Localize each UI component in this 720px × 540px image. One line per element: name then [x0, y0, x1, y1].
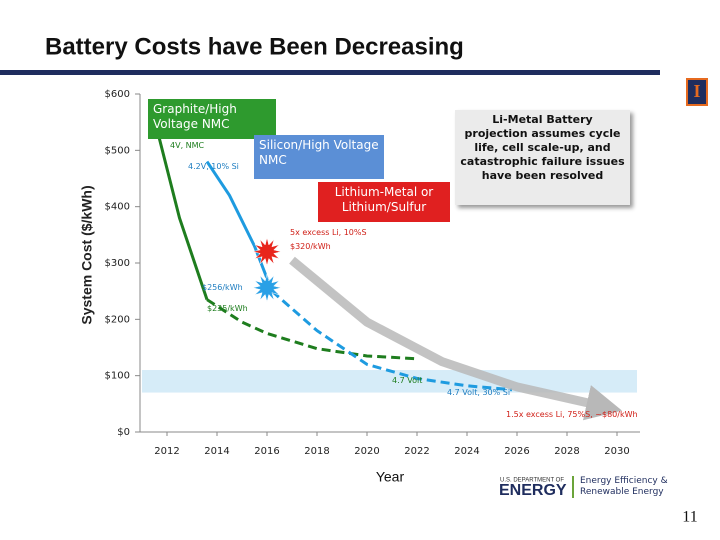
x-tick-label: 2024 — [454, 446, 479, 457]
university-logo-letter: I — [693, 81, 700, 101]
y-tick-label: $600 — [105, 89, 130, 100]
logo-office: Energy Efficiency & Renewable Energy — [580, 476, 668, 497]
annotation: $235/kWh — [207, 304, 248, 313]
y-axis-label: System Cost ($/kWh) — [79, 185, 95, 324]
energy-logo: U.S. DEPARTMENT OF ENERGY — [499, 476, 574, 499]
page-number: 11 — [682, 509, 697, 526]
annotation: 4V, NMC — [170, 141, 205, 150]
annotation: 5x excess Li, 10%S — [290, 228, 367, 237]
x-tick-label: 2028 — [554, 446, 579, 457]
cost-line — [206, 298, 418, 361]
x-tick-label: 2020 — [354, 446, 379, 457]
x-tick-label: 2026 — [504, 446, 529, 457]
cost-line — [271, 290, 513, 392]
y-tick-label: $200 — [105, 314, 130, 325]
annotation: $256/kWh — [202, 283, 243, 292]
y-tick-label: $400 — [105, 202, 130, 213]
x-tick-label: 2018 — [304, 446, 329, 457]
logo-name: ENERGY — [499, 482, 567, 499]
target-band — [142, 370, 637, 393]
series-callout: Silicon/High Voltage NMC — [254, 135, 384, 179]
slide-title: Battery Costs have Been Decreasing — [45, 33, 464, 60]
x-tick-label: 2014 — [204, 446, 229, 457]
annotation: 1.5x excess Li, 75%S, ~$80/kWh — [506, 410, 638, 419]
annotation: 4.7 Volt, 30% Si — [447, 388, 511, 397]
x-axis-label: Year — [376, 469, 405, 485]
x-tick-label: 2030 — [604, 446, 629, 457]
sunburst-marker — [252, 237, 282, 266]
cost-line — [205, 160, 274, 292]
y-tick-label: $0 — [117, 427, 130, 438]
title-rule — [0, 70, 660, 75]
projection-arrow — [289, 256, 623, 421]
cost-line — [153, 118, 209, 301]
sunburst-marker — [252, 273, 282, 302]
annotation: 4.7 Volt — [392, 376, 423, 385]
annotation: $320/kWh — [290, 242, 331, 251]
series-callout: Li-Metal Battery projection assumes cycl… — [455, 110, 630, 205]
x-tick-label: 2022 — [404, 446, 429, 457]
logo-divider — [572, 476, 574, 498]
annotation: 4.2V, 10% Si — [188, 162, 239, 171]
university-logo — [686, 78, 708, 106]
y-tick-label: $300 — [105, 258, 130, 269]
x-tick-label: 2012 — [154, 446, 179, 457]
logo-agency: U.S. DEPARTMENT OF — [500, 478, 564, 484]
series-callout: Graphite/High Voltage NMC — [148, 99, 276, 139]
series-callout: Lithium-Metal or Lithium/Sulfur — [318, 182, 450, 222]
y-tick-label: $100 — [105, 371, 130, 382]
x-tick-label: 2016 — [254, 446, 279, 457]
y-tick-label: $500 — [105, 145, 130, 156]
